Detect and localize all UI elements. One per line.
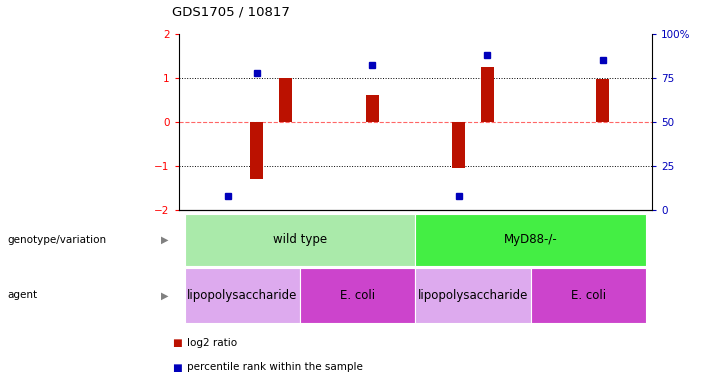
Text: lipopolysaccharide: lipopolysaccharide bbox=[418, 289, 529, 302]
Bar bbox=[279, 78, 292, 122]
Text: E. coli: E. coli bbox=[571, 289, 606, 302]
Text: lipopolysaccharide: lipopolysaccharide bbox=[187, 289, 297, 302]
Bar bbox=[597, 79, 609, 122]
Text: ■: ■ bbox=[172, 338, 182, 348]
Bar bbox=[416, 214, 646, 266]
Bar bbox=[184, 214, 416, 266]
Text: genotype/variation: genotype/variation bbox=[7, 235, 106, 245]
Text: ■: ■ bbox=[172, 363, 182, 372]
Bar bbox=[416, 268, 531, 322]
Text: wild type: wild type bbox=[273, 234, 327, 246]
Text: MyD88-/-: MyD88-/- bbox=[504, 234, 557, 246]
Bar bbox=[184, 268, 300, 322]
Text: ▶: ▶ bbox=[161, 235, 168, 245]
Bar bbox=[250, 122, 263, 179]
Text: ▶: ▶ bbox=[161, 290, 168, 300]
Bar bbox=[452, 122, 465, 168]
Text: GDS1705 / 10817: GDS1705 / 10817 bbox=[172, 6, 290, 19]
Text: agent: agent bbox=[7, 290, 37, 300]
Text: E. coli: E. coli bbox=[340, 289, 375, 302]
Bar bbox=[481, 67, 494, 122]
Bar bbox=[366, 96, 379, 122]
Bar bbox=[300, 268, 415, 322]
Text: percentile rank within the sample: percentile rank within the sample bbox=[187, 363, 363, 372]
Bar bbox=[531, 268, 646, 322]
Text: log2 ratio: log2 ratio bbox=[187, 338, 238, 348]
